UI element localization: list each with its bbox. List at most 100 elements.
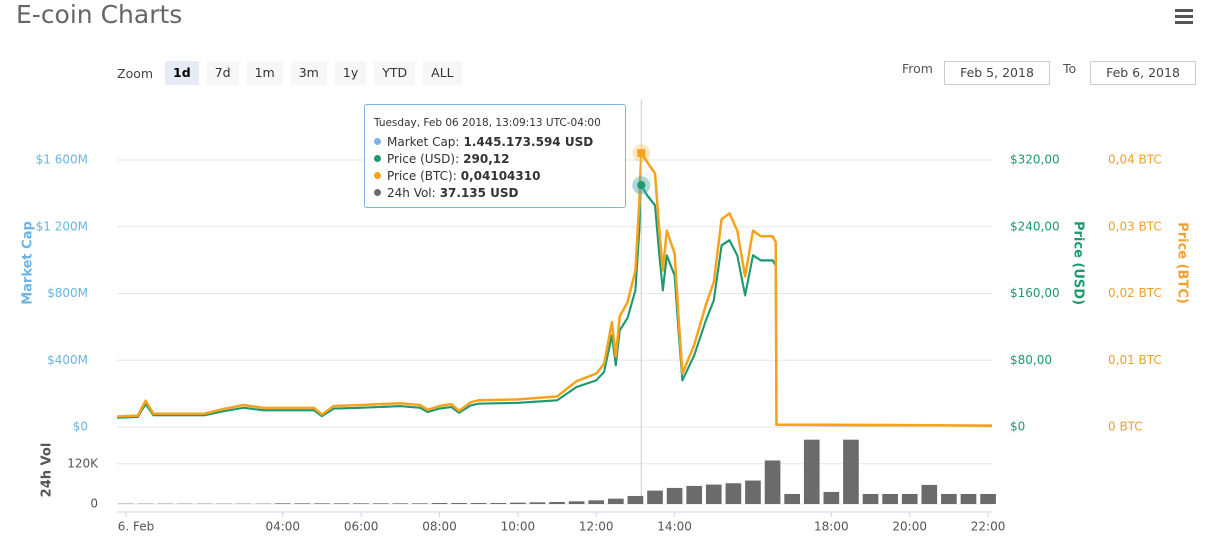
y-tick-label: $1 600M: [36, 153, 88, 167]
y3-tick-label: 0,01 BTC: [1108, 353, 1162, 367]
x-tick-label: 6. Feb: [118, 520, 155, 534]
volume-tick-label: 120K: [67, 456, 99, 470]
y-tick-label: $1 200M: [36, 219, 88, 233]
volume-bar: [627, 495, 644, 504]
volume-bar: [510, 502, 526, 504]
volume-bar: [549, 501, 565, 504]
volume-bar: [705, 484, 722, 504]
volume-bar: [980, 493, 996, 504]
tooltip-dot: [374, 172, 381, 179]
volume-bar: [529, 502, 546, 504]
zoom-button[interactable]: 1d: [165, 61, 199, 85]
tooltip-value: 290,12: [463, 151, 510, 166]
volume-bar: [353, 503, 369, 504]
menu-button[interactable]: [1175, 9, 1193, 27]
volume-bar: [392, 503, 409, 504]
zoom-button[interactable]: 1y: [334, 61, 367, 85]
zoom-button[interactable]: 7d: [206, 61, 239, 85]
x-tick-label: 18:00: [814, 520, 849, 534]
y3-tick-label: 0,03 BTC: [1108, 219, 1162, 233]
y2-tick-label: $80,00: [1010, 353, 1052, 367]
price-line: [116, 184, 993, 427]
zoom-button[interactable]: 3m: [290, 61, 327, 85]
x-tick-label: 04:00: [265, 520, 300, 534]
price-line: [116, 184, 993, 427]
price-line: [116, 151, 993, 427]
tooltip-row: 24h Vol: 37.135 USD: [374, 184, 625, 201]
x-tick-label: 22:00: [971, 520, 1006, 534]
volume-bar: [333, 503, 350, 504]
volume-bar: [274, 503, 291, 504]
zoom-label: Zoom: [117, 65, 154, 81]
volume-bar: [412, 503, 428, 504]
y3-tick-label: 0,04 BTC: [1108, 153, 1162, 167]
y2-axis-title: Price (USD): [1071, 221, 1086, 305]
y-tick-label: $0: [73, 420, 88, 434]
hover-marker: [637, 180, 646, 189]
volume-bar: [314, 503, 330, 504]
hover-marker: [637, 149, 646, 158]
y2-tick-label: $240,00: [1010, 219, 1060, 233]
volume-bar: [470, 502, 487, 504]
tooltip-label: Price (BTC):: [387, 168, 457, 183]
volume-bar: [431, 502, 448, 504]
tooltip: Tuesday, Feb 06 2018, 13:09:13 UTC-04:00…: [364, 104, 626, 208]
volume-bar: [647, 490, 663, 504]
to-label: To: [1063, 61, 1077, 76]
volume-bar: [490, 502, 507, 504]
to-input[interactable]: Feb 6, 2018: [1090, 61, 1196, 85]
volume-bar: [372, 503, 389, 504]
zoom-button[interactable]: YTD: [374, 61, 416, 85]
tooltip-value: 0,04104310: [460, 168, 541, 183]
x-tick-label: 14:00: [657, 520, 692, 534]
y3-tick-label: 0 BTC: [1108, 420, 1143, 434]
x-tick-label: 10:00: [501, 520, 536, 534]
from-input[interactable]: Feb 5, 2018: [944, 61, 1050, 85]
volume-bar: [725, 483, 742, 504]
volume-bar: [843, 439, 859, 504]
tooltip-title: Tuesday, Feb 06 2018, 13:09:13 UTC-04:00: [374, 117, 601, 129]
tooltip-label: Price (USD):: [387, 151, 460, 166]
tooltip-row: Market Cap: 1.445.173.594 USD: [374, 133, 625, 150]
volume-axis-title: 24h Vol: [40, 443, 55, 498]
from-label: From: [902, 61, 933, 76]
volume-tick-label: 0: [90, 497, 98, 511]
volume-bar: [941, 493, 957, 504]
volume-bar: [960, 493, 977, 504]
tooltip-value: 37.135 USD: [439, 185, 519, 200]
page-title: E-coin Charts: [16, 0, 183, 29]
tooltip-dot: [374, 189, 381, 196]
volume-bar: [764, 460, 781, 504]
volume-bar: [666, 487, 683, 504]
y2-tick-label: $160,00: [1010, 286, 1060, 300]
tooltip-label: Market Cap:: [387, 134, 460, 149]
volume-bar: [451, 502, 467, 504]
x-tick-label: 06:00: [344, 520, 379, 534]
y-tick-label: $400M: [47, 353, 88, 367]
volume-bar: [568, 501, 585, 504]
tooltip-value: 1.445.173.594 USD: [463, 134, 594, 149]
y-tick-label: $800M: [47, 286, 88, 300]
tooltip-dot: [374, 155, 381, 162]
y-axis-title: Market Cap: [21, 221, 36, 305]
volume-bar: [862, 493, 879, 504]
volume-bar: [686, 485, 703, 504]
tooltip-dot: [374, 138, 381, 145]
y2-tick-label: $0: [1010, 420, 1025, 434]
x-tick-label: 20:00: [892, 520, 927, 534]
volume-bar: [745, 480, 761, 504]
volume-bar: [882, 493, 898, 504]
tooltip-row: Price (BTC): 0,04104310: [374, 167, 625, 184]
y3-axis-title: Price (BTC): [1175, 222, 1190, 304]
zoom-button[interactable]: 1m: [246, 61, 283, 85]
volume-bar: [823, 491, 840, 504]
volume-bar: [901, 493, 918, 504]
x-tick-label: 12:00: [579, 520, 614, 534]
volume-bar: [921, 484, 938, 504]
volume-bar: [607, 498, 624, 504]
y2-tick-label: $320,00: [1010, 153, 1060, 167]
zoom-button[interactable]: ALL: [423, 61, 462, 85]
volume-bar: [294, 503, 311, 504]
